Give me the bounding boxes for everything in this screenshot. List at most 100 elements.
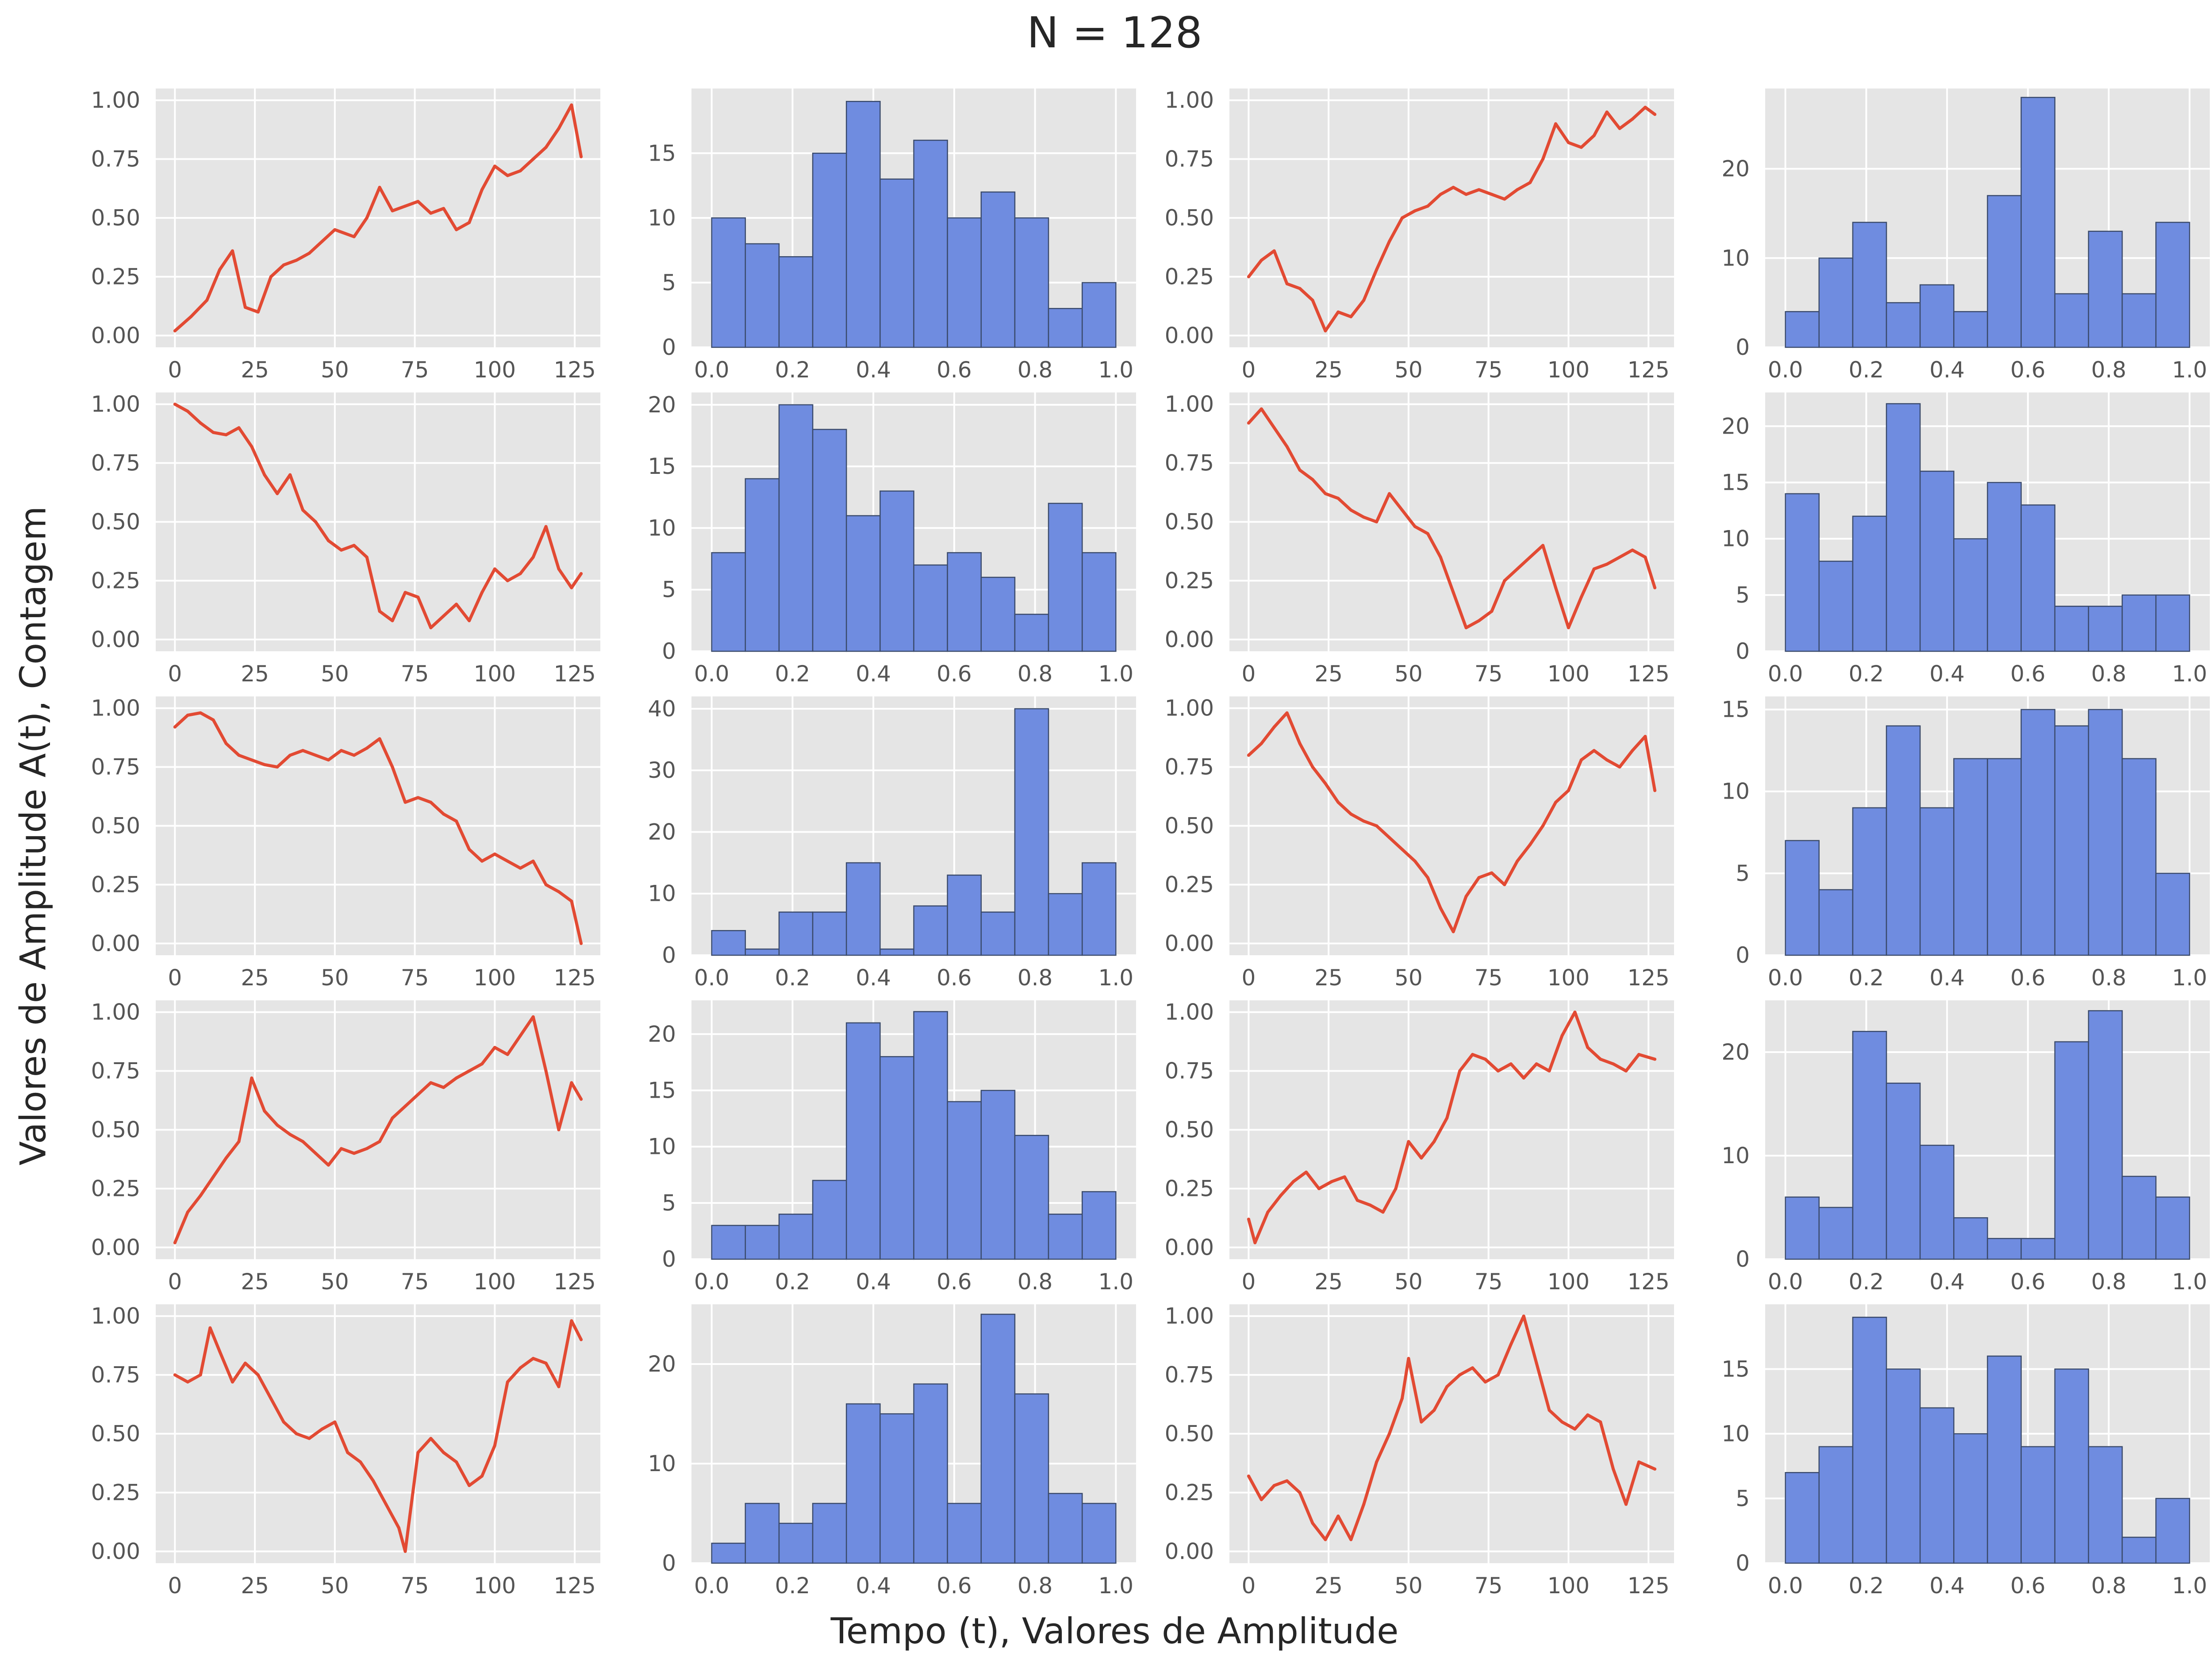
y-tick-label: 0.25	[91, 1176, 140, 1201]
x-tick-label: 0.8	[1018, 357, 1053, 383]
histogram-bar	[980, 577, 1016, 652]
histogram-bar	[1919, 470, 1955, 652]
histogram-bar	[1953, 311, 1988, 348]
x-tick-label: 25	[241, 357, 269, 383]
y-tick-label: 10	[648, 1134, 676, 1160]
data-point	[1579, 146, 1583, 149]
data-point	[1266, 1211, 1270, 1214]
data-point	[1631, 548, 1634, 552]
data-point	[1490, 610, 1494, 613]
y-tick-label: 0	[1736, 638, 1750, 664]
data-point	[557, 1385, 561, 1388]
data-point	[1516, 567, 1519, 571]
y-tick-label: 0	[1736, 1550, 1750, 1576]
data-point	[173, 725, 177, 729]
data-point	[1477, 619, 1481, 623]
data-point	[403, 1104, 407, 1108]
data-point	[1490, 192, 1494, 196]
data-point	[1324, 492, 1327, 496]
x-tick-label: 0.2	[1849, 965, 1884, 991]
y-tick-label: 5	[1736, 861, 1750, 886]
data-point	[429, 626, 433, 630]
histogram-bar	[1818, 258, 1854, 348]
histogram-bar	[812, 911, 847, 956]
data-point	[250, 445, 253, 448]
y-tick-label: 10	[1721, 1143, 1750, 1168]
data-point	[429, 211, 433, 215]
x-tick-label: 0.6	[2010, 965, 2046, 991]
y-tick-label: 0.00	[1165, 627, 1214, 652]
histogram-bar	[2020, 1446, 2056, 1564]
data-point	[211, 1175, 215, 1179]
data-point	[1624, 1069, 1628, 1072]
x-tick-label: 100	[474, 661, 516, 687]
data-point	[557, 1128, 561, 1131]
histogram-bar	[1886, 725, 1921, 956]
data-point	[1458, 1373, 1462, 1376]
data-point	[442, 812, 445, 816]
data-point	[1285, 282, 1289, 285]
data-point	[403, 204, 407, 208]
y-tick-label: 0.00	[91, 627, 140, 652]
data-point	[580, 1097, 583, 1101]
x-tick-label: 75	[401, 965, 429, 991]
histogram-bar	[1818, 1446, 1854, 1564]
data-point	[455, 1460, 458, 1464]
y-tick-label: 5	[662, 1190, 676, 1216]
data-point	[307, 251, 311, 255]
histogram-bar	[947, 874, 982, 956]
data-point	[455, 603, 458, 606]
data-point	[199, 711, 202, 715]
data-point	[1272, 1484, 1276, 1487]
y-tick-label: 0	[662, 1246, 676, 1272]
y-tick-label: 0.25	[91, 872, 140, 897]
histogram-bar	[879, 948, 914, 956]
histogram-bar	[2155, 1196, 2190, 1260]
x-tick-label: 0.4	[856, 1573, 891, 1599]
histogram-bar	[980, 191, 1016, 348]
data-point	[1535, 1361, 1538, 1365]
subplot-r1c3: 0 25 50 75 100 125 0.00 0.25 0.50 0.75 1.00	[1165, 88, 1674, 383]
x-tick-label: 0	[1241, 1573, 1256, 1599]
subplot-r5c1: 0 25 50 75 100 125 0.00 0.25 0.50 0.75 1.00	[91, 1303, 600, 1599]
data-point	[1496, 1373, 1500, 1376]
y-tick-label: 5	[662, 577, 676, 603]
data-point	[1458, 1069, 1462, 1072]
data-point	[480, 591, 484, 594]
x-tick-label: 0.4	[1929, 357, 1965, 383]
data-point	[333, 1420, 337, 1424]
histogram-bar	[711, 217, 746, 348]
histogram-bar	[845, 1022, 881, 1260]
histogram-bar	[745, 243, 780, 348]
data-point	[1439, 555, 1442, 559]
data-point	[1477, 188, 1481, 192]
x-tick-label: 0.2	[1849, 1269, 1884, 1295]
data-point	[218, 1349, 222, 1353]
x-tick-label: 50	[1394, 965, 1423, 991]
x-tick-label: 0.8	[2091, 661, 2127, 687]
histogram-bar	[845, 1403, 881, 1564]
data-point	[397, 1526, 400, 1530]
data-point	[1528, 181, 1532, 184]
data-point	[199, 1373, 202, 1376]
data-point	[1247, 421, 1250, 425]
data-point	[199, 421, 202, 425]
histogram-bar	[1014, 1134, 1049, 1260]
y-tick-label: 1.00	[1165, 88, 1214, 113]
histogram-bar	[1953, 1217, 1988, 1260]
data-point	[326, 758, 330, 762]
data-point	[1541, 544, 1545, 547]
data-point	[211, 430, 215, 434]
data-point	[1528, 843, 1532, 846]
series-line	[173, 1319, 583, 1553]
x-tick-label: 75	[401, 357, 429, 383]
data-point	[1592, 567, 1596, 571]
y-tick-label: 0	[662, 1550, 676, 1576]
histogram-bar	[1014, 217, 1049, 348]
x-tick-label: 0.0	[694, 965, 730, 991]
histogram-bar	[1852, 1317, 1887, 1564]
subplot-r3c1: 0 25 50 75 100 125 0.00 0.25 0.50 0.75 1.00	[91, 696, 600, 991]
histogram-bar	[812, 153, 847, 348]
y-tick-label: 0.00	[1165, 323, 1214, 348]
subplot-r5c2: 0.0 0.2 0.4 0.6 0.8 1.0 0 10 20	[648, 1304, 1136, 1599]
